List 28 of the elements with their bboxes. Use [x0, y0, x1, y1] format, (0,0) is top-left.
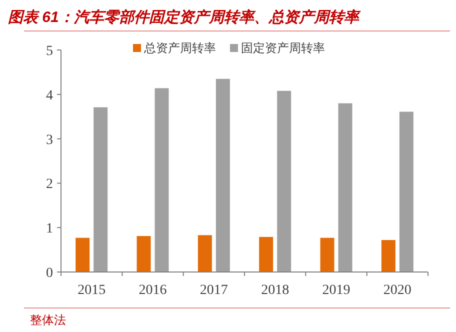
x-tick-label: 2020 [383, 283, 412, 298]
x-tick-label: 2018 [261, 283, 290, 298]
bar [381, 240, 396, 272]
bar [216, 78, 230, 272]
y-tick-label: 0 [46, 266, 53, 281]
y-tick-label: 3 [46, 132, 53, 148]
x-tick-label: 2015 [78, 283, 106, 298]
bar [320, 238, 334, 272]
bar [76, 238, 90, 272]
text: 整体法 [30, 313, 66, 327]
y-tick-label: 2 [46, 177, 53, 192]
legend-label: 总资产周转率 [143, 41, 216, 55]
y-tick-label: 4 [46, 88, 53, 104]
bar [277, 90, 292, 272]
bar [154, 88, 169, 272]
chart-title: 图表 61：汽车零部件固定资产周转率、总资产周转率 [8, 8, 361, 26]
y-tick-label: 1 [46, 222, 53, 237]
bar [399, 112, 414, 272]
bar [259, 236, 274, 272]
x-tick-label: 2017 [200, 283, 228, 298]
legend-label: 固定资产周转率 [241, 41, 325, 55]
x-tick-label: 2016 [138, 283, 167, 298]
x-tick-label: 2019 [322, 283, 350, 298]
bar [198, 235, 212, 272]
y-tick-label: 5 [46, 44, 53, 59]
bar [94, 107, 108, 272]
bar [338, 103, 352, 272]
bar [136, 236, 151, 272]
